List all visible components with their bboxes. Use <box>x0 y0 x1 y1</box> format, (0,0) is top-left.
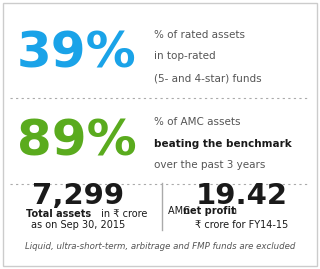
Text: over the past 3 years: over the past 3 years <box>154 160 265 171</box>
Text: 19.42: 19.42 <box>196 182 288 210</box>
Text: 7,299: 7,299 <box>32 182 124 210</box>
Text: in top-rated: in top-rated <box>154 51 215 62</box>
Text: 39%: 39% <box>17 30 137 78</box>
Text: ₹ crore for FY14-15: ₹ crore for FY14-15 <box>195 220 288 231</box>
Text: % of rated assets: % of rated assets <box>154 30 244 40</box>
Text: AMC: AMC <box>168 206 193 216</box>
Text: % of AMC assets: % of AMC assets <box>154 117 240 128</box>
Text: Liquid, ultra-short-term, arbitrage and FMP funds are excluded: Liquid, ultra-short-term, arbitrage and … <box>25 242 295 251</box>
Text: as on Sep 30, 2015: as on Sep 30, 2015 <box>31 220 125 231</box>
Text: net profit: net profit <box>183 206 236 216</box>
Text: 89%: 89% <box>17 117 137 165</box>
Text: beating the benchmark: beating the benchmark <box>154 139 291 149</box>
Text: in ₹ crore: in ₹ crore <box>98 209 147 219</box>
Text: (5- and 4-star) funds: (5- and 4-star) funds <box>154 73 261 83</box>
Text: Total assets: Total assets <box>26 209 91 219</box>
Text: in: in <box>225 206 237 216</box>
